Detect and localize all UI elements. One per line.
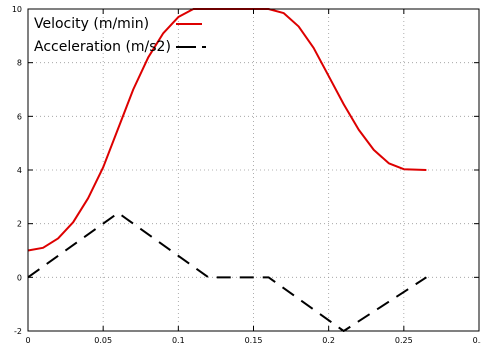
legend-label-acceleration: Acceleration (m/s2): [34, 39, 171, 55]
x-tick-label: 0.1: [172, 336, 185, 345]
y-tick-label: 6: [17, 112, 22, 121]
y-tick-label: -2: [14, 327, 22, 336]
y-tick-label: 0: [17, 273, 22, 282]
acceleration-series-line: [27, 211, 427, 332]
legend-label-velocity: Velocity (m/min): [34, 16, 149, 32]
x-tick-label: 0.25: [395, 336, 413, 345]
x-tick-label: 0: [25, 336, 30, 345]
x-tick-label: 0.05: [94, 336, 112, 345]
y-tick-label: 2: [17, 220, 22, 229]
legend: Velocity (m/min) Acceleration (m/s2): [34, 16, 206, 55]
y-tick-label: 4: [17, 166, 22, 175]
y-tick-label: 8: [17, 59, 22, 68]
x-tick-label: 0.3: [473, 336, 481, 345]
y-tick-label: 10: [12, 5, 22, 14]
x-tick-label: 0.2: [322, 336, 335, 345]
x-tick-label: 0.15: [245, 336, 263, 345]
